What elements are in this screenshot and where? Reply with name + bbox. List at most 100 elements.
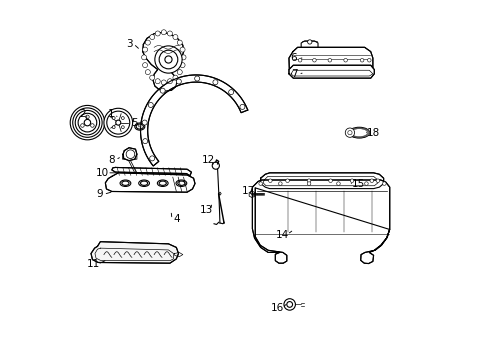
Circle shape (180, 63, 184, 68)
Circle shape (167, 79, 172, 84)
Circle shape (173, 35, 178, 40)
Circle shape (149, 35, 154, 40)
Circle shape (343, 58, 346, 62)
Circle shape (149, 156, 154, 161)
Circle shape (306, 179, 310, 183)
Circle shape (161, 80, 166, 85)
Circle shape (161, 30, 166, 35)
Circle shape (298, 58, 301, 62)
Circle shape (73, 108, 102, 137)
Circle shape (70, 105, 104, 140)
Circle shape (167, 31, 172, 36)
Circle shape (194, 76, 199, 81)
Circle shape (85, 115, 89, 119)
Ellipse shape (349, 129, 367, 137)
Circle shape (106, 111, 129, 134)
Circle shape (148, 103, 153, 108)
Circle shape (284, 299, 295, 310)
Ellipse shape (178, 181, 184, 185)
Circle shape (369, 179, 373, 183)
Circle shape (177, 69, 182, 75)
Circle shape (145, 69, 150, 75)
Circle shape (212, 80, 218, 85)
Circle shape (327, 58, 331, 62)
Circle shape (364, 182, 367, 185)
Text: 7: 7 (290, 69, 297, 79)
Text: 16: 16 (271, 303, 284, 313)
Ellipse shape (348, 127, 369, 138)
Text: 3: 3 (125, 39, 132, 49)
Circle shape (121, 126, 124, 129)
Circle shape (159, 50, 178, 69)
Text: 1: 1 (107, 109, 114, 119)
Polygon shape (288, 47, 372, 74)
Circle shape (176, 79, 181, 84)
Circle shape (177, 40, 182, 45)
Text: 5: 5 (130, 118, 137, 128)
Text: 12: 12 (202, 155, 215, 165)
Circle shape (375, 179, 379, 183)
Ellipse shape (350, 129, 367, 136)
Text: 11: 11 (86, 259, 100, 269)
Circle shape (328, 179, 332, 183)
Circle shape (306, 182, 310, 185)
Circle shape (149, 75, 154, 80)
Ellipse shape (139, 180, 149, 186)
Circle shape (307, 40, 311, 44)
Circle shape (81, 124, 84, 127)
Circle shape (84, 120, 90, 126)
Polygon shape (288, 65, 373, 78)
Circle shape (173, 75, 178, 80)
Circle shape (367, 58, 370, 62)
Polygon shape (123, 148, 137, 161)
Polygon shape (260, 173, 383, 189)
Ellipse shape (135, 123, 144, 130)
Polygon shape (140, 75, 247, 166)
Circle shape (121, 117, 124, 120)
Text: 18: 18 (366, 128, 380, 138)
Circle shape (286, 302, 292, 307)
Circle shape (155, 79, 160, 84)
Text: 8: 8 (107, 155, 114, 165)
Ellipse shape (136, 124, 143, 129)
Circle shape (160, 88, 165, 93)
Ellipse shape (159, 181, 166, 185)
Text: 6: 6 (290, 53, 297, 63)
Circle shape (155, 31, 160, 36)
Circle shape (142, 139, 147, 144)
Text: 9: 9 (96, 189, 102, 199)
Circle shape (212, 162, 219, 169)
Circle shape (164, 56, 172, 63)
Circle shape (145, 40, 150, 45)
Circle shape (347, 131, 351, 135)
Text: 10: 10 (96, 168, 109, 178)
Circle shape (240, 104, 244, 109)
Circle shape (312, 58, 316, 62)
Circle shape (349, 179, 353, 183)
Circle shape (360, 58, 363, 62)
Polygon shape (252, 180, 389, 264)
Text: 15: 15 (351, 179, 365, 189)
Polygon shape (112, 167, 191, 176)
Circle shape (142, 47, 147, 52)
Ellipse shape (157, 180, 168, 186)
Ellipse shape (350, 129, 367, 136)
Circle shape (142, 63, 147, 68)
Circle shape (268, 179, 271, 183)
Circle shape (180, 47, 184, 52)
Circle shape (345, 128, 354, 137)
Ellipse shape (140, 181, 147, 185)
Circle shape (155, 46, 182, 73)
Circle shape (116, 120, 121, 125)
Circle shape (278, 182, 282, 185)
Circle shape (112, 126, 115, 129)
Ellipse shape (349, 128, 368, 137)
Text: 13: 13 (199, 206, 212, 216)
Polygon shape (91, 242, 178, 263)
Ellipse shape (120, 180, 131, 186)
Circle shape (228, 90, 233, 95)
Ellipse shape (348, 128, 369, 138)
Circle shape (75, 111, 100, 135)
Circle shape (104, 108, 132, 137)
Circle shape (285, 179, 289, 183)
